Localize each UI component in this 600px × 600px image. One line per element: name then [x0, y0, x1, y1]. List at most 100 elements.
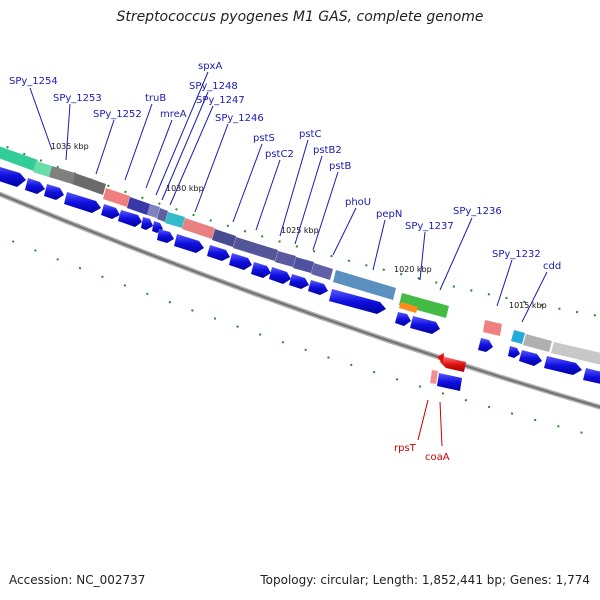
- label-spy1236[interactable]: SPy_1236: [453, 206, 502, 217]
- gene-feature-spxA[interactable]: [147, 204, 160, 218]
- gene-arrow[interactable]: [269, 267, 291, 284]
- accession-text: Accession: NC_002737: [9, 573, 146, 587]
- gene-arrow[interactable]: [118, 210, 142, 227]
- gene-feature-spy1252b[interactable]: [72, 173, 106, 195]
- label-spxA[interactable]: spxA: [198, 61, 222, 72]
- gene-arrow-coaA[interactable]: [440, 357, 466, 372]
- gene-arrow[interactable]: [157, 229, 174, 243]
- label-spy1246[interactable]: SPy_1246: [215, 113, 264, 124]
- map-title: Streptococcus pyogenes M1 GAS, complete …: [116, 9, 484, 25]
- gene-feature-pstB[interactable]: [311, 263, 333, 280]
- leader-mreA: [145, 119, 173, 189]
- label-pstC2[interactable]: pstC2: [265, 149, 294, 160]
- label-pstB2[interactable]: pstB2: [313, 145, 342, 156]
- gene-arrow[interactable]: [64, 192, 101, 213]
- gene-feature-spy1232[interactable]: [483, 320, 502, 336]
- gene-feature-spy1253[interactable]: [33, 161, 52, 177]
- label-coaA[interactable]: coaA: [425, 452, 450, 463]
- label-spy1252[interactable]: SPy_1252: [93, 109, 142, 120]
- gene-arrow[interactable]: [410, 316, 440, 334]
- label-pstS[interactable]: pstS: [253, 133, 275, 144]
- gene-feature-spy1236[interactable]: [399, 302, 418, 313]
- gene-feature-pstC[interactable]: [275, 251, 296, 267]
- label-phoU[interactable]: phoU: [345, 197, 371, 208]
- gene-arrow[interactable]: [101, 204, 120, 219]
- label-spy1247[interactable]: SPy_1247: [196, 95, 245, 106]
- gene-labels: SPy_1254 SPy_1253 SPy_1252 truB mreA spx…: [9, 61, 561, 463]
- gene-feature-grey1[interactable]: [523, 334, 552, 352]
- gene-feature-spy1248[interactable]: [157, 208, 168, 222]
- leader-rpsT: [417, 399, 429, 441]
- leader-pstS: [232, 143, 263, 223]
- gene-arrow[interactable]: [478, 338, 493, 352]
- label-spy1232[interactable]: SPy_1232: [492, 249, 541, 260]
- gene-feature-spy1252a[interactable]: [49, 166, 75, 184]
- gene-arrow-rpsT-head[interactable]: [437, 353, 444, 364]
- gene-feature-spy1247[interactable]: [165, 212, 185, 228]
- gene-feature-phoU[interactable]: [333, 270, 396, 300]
- gene-arrow[interactable]: [207, 245, 230, 261]
- gene-arrow[interactable]: [583, 368, 600, 386]
- leader-truB: [124, 103, 153, 181]
- gene-feature-pstC2[interactable]: [233, 237, 278, 261]
- gene-feature-spy1254[interactable]: [0, 143, 38, 171]
- reverse-genes: [430, 353, 466, 391]
- leader-pstC2: [255, 159, 281, 231]
- gene-arrow[interactable]: [395, 312, 411, 326]
- gene-arrow[interactable]: [289, 274, 309, 289]
- leader-spy1237: [419, 231, 426, 281]
- gene-arrow[interactable]: [141, 217, 153, 230]
- gene-arrow[interactable]: [308, 280, 328, 295]
- label-cdd[interactable]: cdd: [543, 261, 561, 272]
- gene-feature-spy1246[interactable]: [182, 218, 215, 239]
- gene-feature-cdd[interactable]: [511, 330, 525, 344]
- leader-pstC: [279, 139, 309, 237]
- gene-arrow[interactable]: [508, 346, 520, 358]
- feature-track: [0, 143, 600, 367]
- kbp-label-1030: 1030 kbp: [166, 184, 204, 193]
- gene-feature-rpsT[interactable]: [430, 370, 438, 384]
- gene-feature-mreA[interactable]: [127, 197, 150, 215]
- gene-feature-pstB2[interactable]: [293, 257, 314, 273]
- gene-arrow[interactable]: [519, 350, 542, 366]
- leader-spxA: [155, 71, 209, 196]
- leader-coaA: [439, 401, 443, 447]
- gene-arrow[interactable]: [544, 356, 582, 375]
- label-spy1254[interactable]: SPy_1254: [9, 76, 58, 87]
- label-spy1253[interactable]: SPy_1253: [53, 93, 102, 104]
- gene-arrow[interactable]: [229, 253, 252, 270]
- label-pstC[interactable]: pstC: [299, 129, 321, 140]
- leader-spy1254: [29, 87, 53, 151]
- leader-spy1236: [439, 217, 473, 291]
- gene-arrow[interactable]: [44, 184, 64, 200]
- leader-spy1232: [496, 259, 513, 307]
- genome-backbone: [0, 191, 600, 410]
- label-mreA[interactable]: mreA: [160, 109, 187, 120]
- label-spy1237[interactable]: SPy_1237: [405, 221, 454, 232]
- label-pepN[interactable]: pepN: [376, 209, 402, 220]
- gene-feature-pstS[interactable]: [212, 229, 236, 247]
- kbp-label-1015: 1015 kbp: [509, 301, 547, 310]
- gene-feature-truB[interactable]: [103, 188, 130, 207]
- kbp-label-1035: 1035 kbp: [51, 142, 89, 151]
- label-pstB[interactable]: pstB: [329, 161, 351, 172]
- gene-arrow[interactable]: [251, 262, 271, 278]
- gene-arrow[interactable]: [329, 289, 386, 314]
- forward-genes: [0, 164, 600, 386]
- gene-arrow[interactable]: [174, 234, 204, 253]
- label-rpsT[interactable]: rpsT: [394, 443, 417, 454]
- gene-arrow[interactable]: [25, 178, 45, 194]
- gene-arrow[interactable]: [437, 373, 462, 391]
- gene-feature-spy1237[interactable]: [399, 293, 449, 318]
- label-truB[interactable]: truB: [145, 93, 166, 104]
- leader-pstB2: [294, 155, 323, 245]
- gene-arrow[interactable]: [0, 164, 26, 187]
- genome-backbone-core: [0, 193, 600, 409]
- gene-feature-grey2[interactable]: [551, 342, 600, 367]
- leader-cdd: [521, 271, 548, 323]
- leader-spy1252: [95, 119, 115, 175]
- kbp-label-1025: 1025 kbp: [281, 226, 319, 235]
- label-leaders: [29, 71, 548, 447]
- label-spy1248[interactable]: SPy_1248: [189, 81, 238, 92]
